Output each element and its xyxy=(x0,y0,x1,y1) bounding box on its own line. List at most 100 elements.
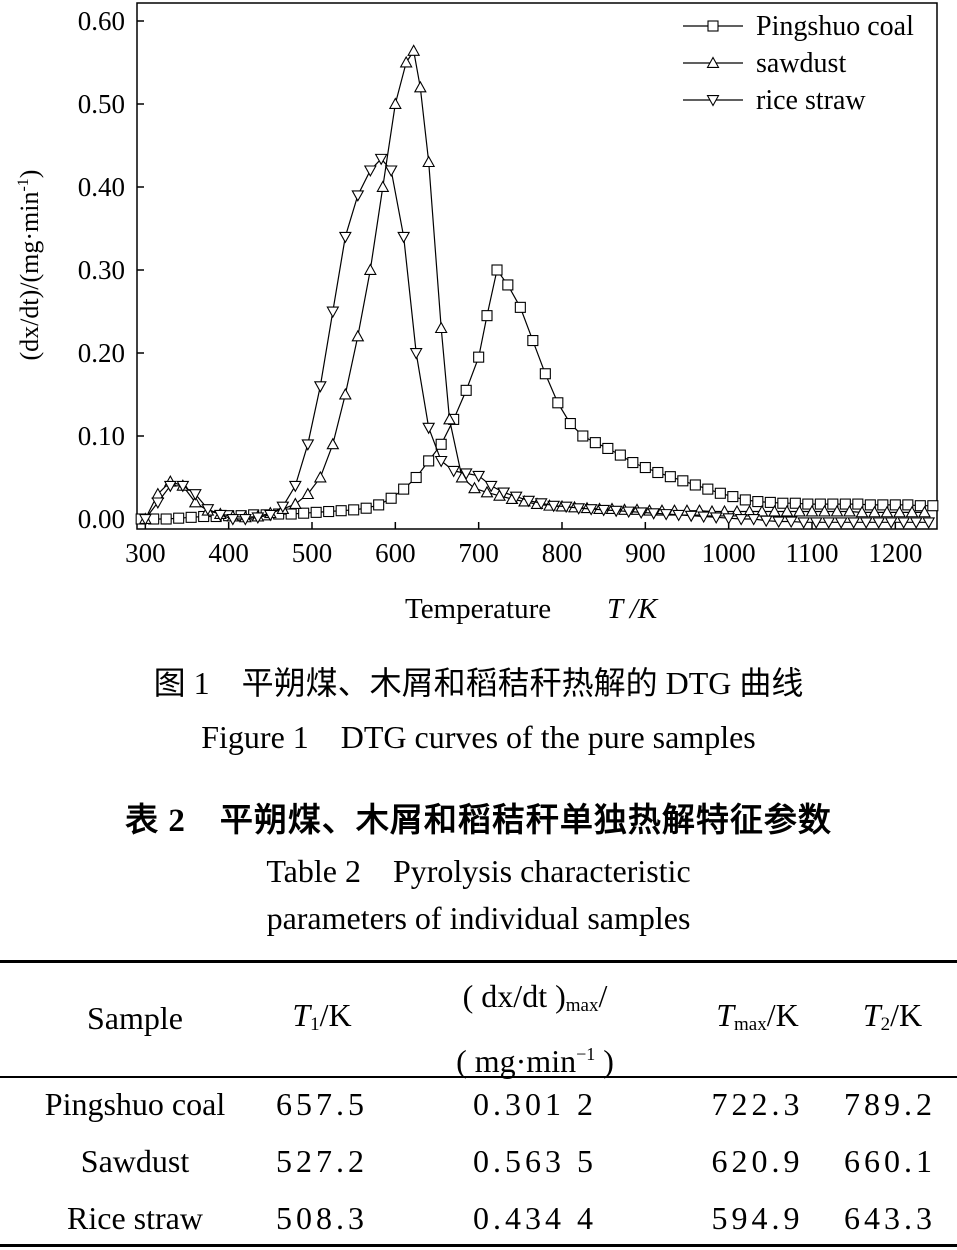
legend-marker xyxy=(707,20,719,32)
data-point xyxy=(559,501,573,514)
x-tick-label: 1100 xyxy=(786,538,839,568)
data-point xyxy=(276,501,290,514)
x-tick-label: 500 xyxy=(292,538,333,568)
data-point xyxy=(722,513,736,525)
data-point xyxy=(434,455,448,468)
data-point xyxy=(399,55,413,68)
series-line xyxy=(144,157,929,523)
legend: Pingshuo coal sawdust rice straw xyxy=(683,11,914,116)
data-point xyxy=(313,381,327,393)
data-point xyxy=(577,430,589,442)
header-t2: T2/K xyxy=(862,997,923,1035)
data-point xyxy=(768,504,781,517)
data-point xyxy=(198,510,210,523)
data-point xyxy=(839,498,851,510)
data-point xyxy=(360,502,372,514)
data-point xyxy=(797,517,811,529)
data-point xyxy=(373,499,385,511)
data-point xyxy=(914,500,926,512)
data-point xyxy=(363,165,377,178)
data-point xyxy=(843,504,856,517)
data-point xyxy=(173,512,185,524)
y-tick-label: 0.10 xyxy=(78,421,125,451)
data-point xyxy=(752,496,764,508)
data-point xyxy=(684,510,698,523)
data-point xyxy=(884,517,898,529)
data-point xyxy=(664,471,676,483)
data-point xyxy=(351,190,365,202)
series-line xyxy=(141,268,933,520)
cell-t1: 657.5 xyxy=(276,1086,368,1122)
data-point xyxy=(734,514,748,526)
data-point xyxy=(784,516,798,529)
data-point xyxy=(472,470,486,483)
data-point xyxy=(689,479,701,491)
table-top-rule xyxy=(0,960,957,963)
y-axis-label: (dx/dt)/(mg·min-1) xyxy=(15,170,44,361)
data-point xyxy=(288,480,302,493)
data-point xyxy=(802,498,814,510)
data-point xyxy=(602,442,614,455)
data-point xyxy=(909,517,923,529)
cell-t2: 660.1 xyxy=(844,1143,936,1179)
data-point xyxy=(902,499,914,511)
x-tick-label: 800 xyxy=(542,538,583,568)
cell-sample: Rice straw xyxy=(67,1200,203,1236)
data-point xyxy=(539,368,551,380)
data-point xyxy=(780,504,794,517)
x-tick-label: 700 xyxy=(458,538,499,568)
data-point xyxy=(388,97,402,109)
data-point xyxy=(827,498,839,510)
x-tick-label: 600 xyxy=(375,538,416,568)
data-point xyxy=(697,511,711,524)
data-point xyxy=(855,505,869,518)
table-caption-en-line1: Table 2 Pyrolysis characteristic xyxy=(266,853,691,889)
data-point xyxy=(552,397,564,409)
cell-rate: 0.434 4 xyxy=(473,1200,597,1236)
data-point xyxy=(509,491,523,504)
table-bottom-rule xyxy=(0,1244,957,1247)
data-point xyxy=(659,509,673,521)
cell-rate: 0.563 5 xyxy=(473,1143,597,1179)
data-point xyxy=(422,155,436,168)
x-axis-symbol: T /K xyxy=(607,593,659,625)
x-tick-label: 900 xyxy=(625,538,666,568)
data-point xyxy=(285,508,297,520)
figure-caption-en: Figure 1 DTG curves of the pure samples xyxy=(201,719,756,755)
data-point xyxy=(793,504,806,517)
data-point xyxy=(893,505,906,518)
data-point xyxy=(338,387,352,400)
data-point xyxy=(702,483,714,495)
data-point xyxy=(351,329,365,342)
cell-tmax: 620.9 xyxy=(711,1143,804,1179)
data-point xyxy=(384,165,398,178)
data-point xyxy=(847,517,861,529)
data-point xyxy=(514,301,526,313)
data-point xyxy=(151,497,165,510)
data-point xyxy=(423,455,435,467)
legend-label: sawdust xyxy=(756,48,846,79)
data-point xyxy=(789,497,801,509)
series-layer xyxy=(135,44,939,529)
data-point xyxy=(872,517,886,529)
data-point xyxy=(897,517,911,529)
data-point xyxy=(188,489,202,501)
data-point xyxy=(905,505,919,518)
data-point xyxy=(326,306,340,319)
data-point xyxy=(468,481,481,494)
cell-rate: 0.301 2 xyxy=(473,1086,597,1122)
series-1 xyxy=(135,264,939,525)
dtg-chart: 0.00 0.10 0.20 0.30 0.40 0.50 0.60 300 400 500 60… xyxy=(15,2,939,625)
legend-label: Pingshuo coal xyxy=(756,11,914,42)
data-point xyxy=(502,279,514,291)
data-point xyxy=(727,491,739,503)
data-point xyxy=(160,513,172,525)
data-point xyxy=(313,470,327,483)
data-point xyxy=(138,514,152,526)
y-tick-label: 0.40 xyxy=(78,172,125,202)
series-2 xyxy=(138,44,931,524)
data-point xyxy=(298,507,310,519)
data-point xyxy=(301,439,315,451)
data-point xyxy=(759,515,773,528)
data-point xyxy=(422,422,436,435)
